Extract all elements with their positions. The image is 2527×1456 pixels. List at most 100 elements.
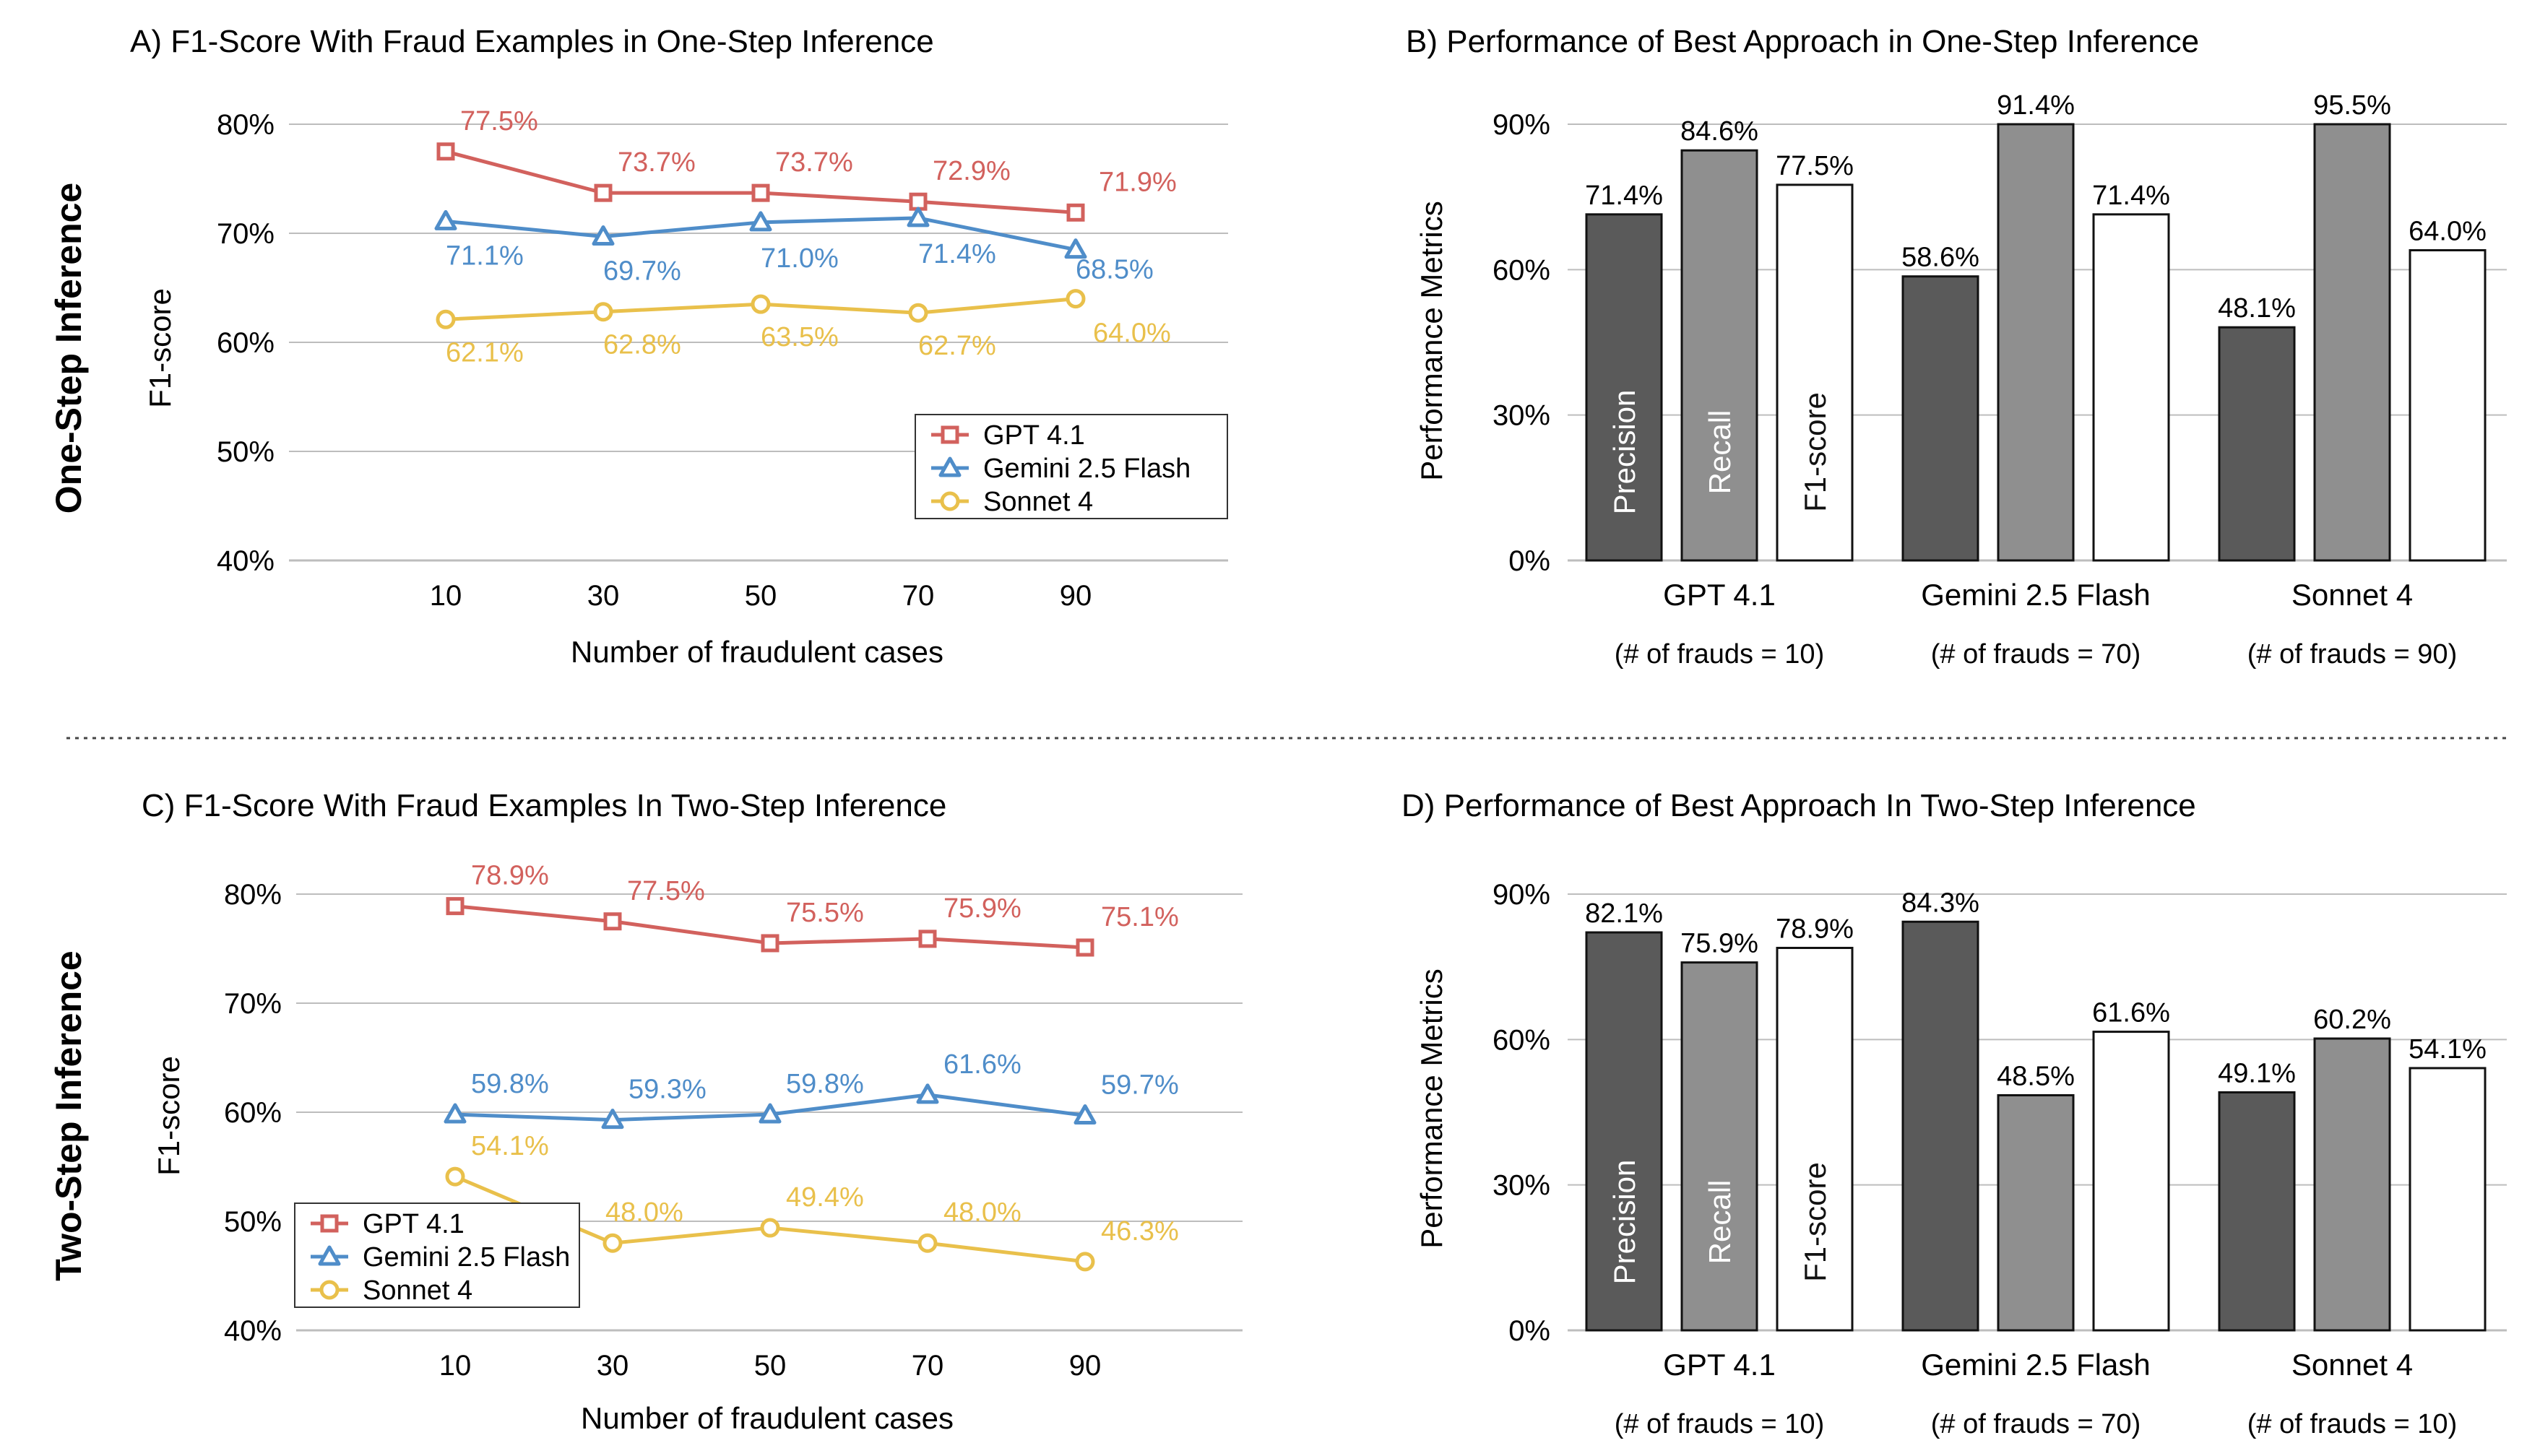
data-point-sonnet-4 [1075, 1252, 1095, 1272]
bar-precision [1585, 931, 1663, 1332]
legend-marker [318, 1245, 341, 1266]
data-label-gpt-4-1: 75.9% [943, 893, 1021, 924]
data-point-sonnet-4 [1066, 289, 1086, 309]
y-tick-label: 30% [1493, 400, 1550, 432]
category-label: Sonnet 4 [2291, 578, 2413, 612]
bar-f1-score [1776, 183, 1854, 562]
x-tick-label: 70 [912, 1350, 944, 1382]
panel-d-bar-chart: D) Performance of Best Approach In Two-S… [1401, 788, 2507, 1439]
category-note: (# of frauds = 10) [1615, 1409, 1824, 1439]
legend-marker [938, 456, 962, 477]
data-label-gemini-2-5-flash: 71.4% [918, 239, 996, 269]
bar-value-label: 78.9% [1776, 914, 1854, 944]
x-tick-label: 50 [754, 1350, 787, 1382]
legend-entry: Gemini 2.5 Flash [363, 1242, 570, 1273]
data-label-gemini-2-5-flash: 59.3% [628, 1075, 707, 1105]
data-label-gpt-4-1: 73.7% [618, 147, 696, 178]
y-axis-title: Performance Metrics [1414, 968, 1448, 1248]
y-axis-title: F1-score [152, 1056, 186, 1176]
bar-value-label: 60.2% [2313, 1005, 2391, 1035]
bar-precision [2218, 326, 2296, 562]
x-tick-label: 70 [902, 580, 935, 612]
legend-entry: GPT 4.1 [363, 1209, 465, 1239]
data-label-gpt-4-1: 72.9% [933, 156, 1011, 186]
data-label-gpt-4-1: 75.5% [786, 898, 864, 928]
category-note: (# of frauds = 70) [1931, 1409, 2141, 1439]
bar-recall [1997, 123, 2075, 562]
bar-value-label: 75.9% [1680, 929, 1758, 959]
legend-marker [319, 1280, 340, 1300]
bar-precision [2218, 1091, 2296, 1332]
data-point-sonnet-4 [751, 294, 771, 314]
bar-series-label: Precision [1607, 390, 1641, 515]
y-tick-label: 80% [224, 879, 282, 911]
data-label-sonnet-4: 62.1% [446, 337, 524, 368]
panel-c-line-chart: C) F1-Score With Fraud Examples In Two-S… [142, 788, 1243, 1435]
y-tick-label: 0% [1508, 545, 1550, 577]
y-tick-label: 70% [224, 988, 282, 1020]
row-label-two-step: Two-Step Inference [48, 950, 89, 1280]
bar-value-label: 84.6% [1680, 116, 1758, 147]
data-point-gemini-2-5-flash [916, 1083, 939, 1104]
data-point-gemini-2-5-flash [592, 225, 615, 246]
panel-b-bar-chart: B) Performance of Best Approach in One-S… [1406, 24, 2507, 670]
bar-precision [1901, 920, 1979, 1332]
data-point-gemini-2-5-flash [444, 1103, 467, 1124]
x-axis-title: Number of fraudulent cases [581, 1401, 954, 1435]
data-point-sonnet-4 [760, 1218, 780, 1238]
x-tick-label: 50 [745, 580, 777, 612]
x-tick-label: 30 [587, 580, 620, 612]
bar-precision [1901, 275, 1979, 562]
bar-f1-score [2092, 1031, 2170, 1332]
bar-recall [1997, 1094, 2075, 1332]
bar-f1-score [2409, 1067, 2487, 1332]
data-label-gpt-4-1: 77.5% [627, 876, 705, 906]
bar-value-label: 58.6% [1901, 243, 1979, 273]
panel-title: B) Performance of Best Approach in One-S… [1406, 24, 2199, 59]
bar-recall [2313, 123, 2391, 562]
data-label-sonnet-4: 63.5% [761, 322, 839, 352]
data-label-gemini-2-5-flash: 59.8% [471, 1069, 549, 1099]
legend-entry: GPT 4.1 [983, 420, 1085, 451]
category-label: Gemini 2.5 Flash [1921, 578, 2150, 612]
data-label-gemini-2-5-flash: 71.0% [761, 243, 839, 274]
bar-value-label: 95.5% [2313, 90, 2391, 121]
bar-f1-score [2092, 213, 2170, 562]
data-label-sonnet-4: 62.7% [918, 331, 996, 361]
category-note: (# of frauds = 70) [1931, 639, 2141, 670]
data-label-gemini-2-5-flash: 61.6% [943, 1049, 1021, 1080]
category-label: GPT 4.1 [1663, 1348, 1776, 1382]
data-point-gpt-4-1 [594, 183, 613, 202]
panel-title: D) Performance of Best Approach In Two-S… [1401, 788, 2196, 823]
data-label-gemini-2-5-flash: 59.7% [1101, 1070, 1179, 1101]
bar-value-label: 49.1% [2218, 1058, 2296, 1088]
data-point-sonnet-4 [445, 1166, 465, 1187]
legend-marker [940, 491, 960, 511]
y-tick-label: 90% [1493, 879, 1550, 911]
bar-recall [1680, 149, 1758, 562]
data-label-gemini-2-5-flash: 59.8% [786, 1069, 864, 1099]
data-label-gpt-4-1: 73.7% [775, 147, 853, 178]
bar-f1-score [1776, 946, 1854, 1332]
data-point-gpt-4-1 [603, 912, 622, 931]
data-point-gpt-4-1 [918, 930, 937, 948]
panel-a-line-chart: A) F1-Score With Fraud Examples in One-S… [130, 24, 1228, 669]
category-note: (# of frauds = 90) [2247, 639, 2457, 670]
legend-entry: Sonnet 4 [363, 1275, 472, 1306]
data-point-gpt-4-1 [1076, 938, 1094, 957]
data-label-sonnet-4: 49.4% [786, 1182, 864, 1213]
data-point-gpt-4-1 [751, 183, 770, 202]
data-label-gpt-4-1: 77.5% [460, 106, 538, 136]
data-label-gemini-2-5-flash: 68.5% [1076, 255, 1154, 285]
data-point-sonnet-4 [593, 302, 613, 322]
category-label: Sonnet 4 [2291, 1348, 2413, 1382]
y-tick-label: 40% [224, 1315, 282, 1347]
y-tick-label: 0% [1508, 1315, 1550, 1347]
bar-precision [1585, 213, 1663, 562]
bar-series-label: Recall [1703, 1180, 1737, 1265]
data-point-sonnet-4 [908, 303, 928, 323]
bar-value-label: 84.3% [1901, 888, 1979, 918]
bar-value-label: 91.4% [1997, 90, 2075, 121]
data-point-gpt-4-1 [1066, 203, 1085, 222]
